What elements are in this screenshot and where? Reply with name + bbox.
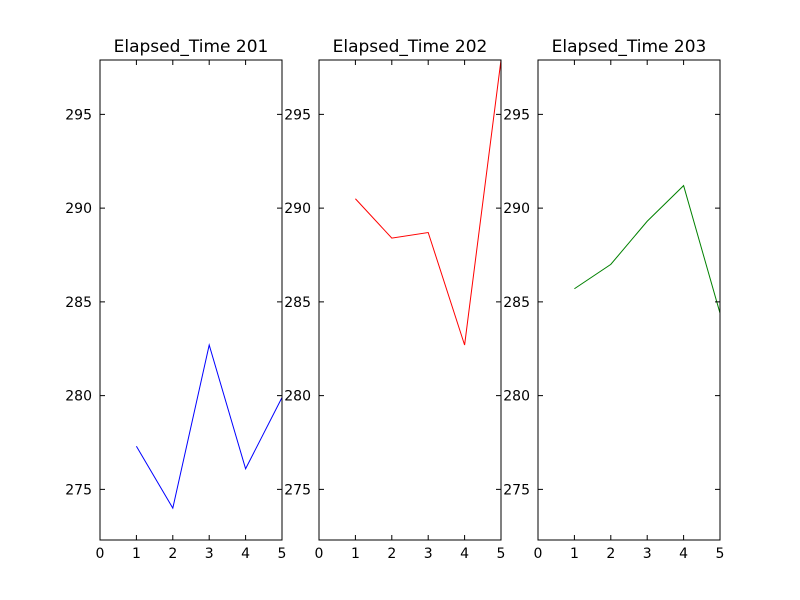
x-tick-label: 3 [205,546,214,562]
x-tick-label: 0 [96,546,105,562]
y-tick-label: 285 [284,295,311,311]
y-tick-label: 275 [284,482,311,498]
subplot-3: 0 1 2 3 4 5 275 280 285 290 295 Elapsed_Time 203 [503,37,724,562]
x-tick-label: 0 [534,546,543,562]
y-tick-label: 280 [284,389,311,405]
x-tick-label: 2 [606,546,615,562]
x-tick-label: 3 [643,546,652,562]
subplot-1: 0 1 2 3 4 5 275 280 285 290 295 Elapsed_Time 201 [65,37,286,562]
x-tick-label: 1 [570,546,579,562]
x-tick-label: 5 [716,546,725,562]
y-tick-label: 285 [65,295,92,311]
series-line-3-1 [574,184,720,314]
x-tick-label: 4 [460,546,469,562]
x-tick-label: 0 [315,546,324,562]
y-tick-label: 290 [284,201,311,217]
x-tick-label: 3 [424,546,433,562]
x-tick-label: 5 [278,546,287,562]
y-tick-label: 295 [284,107,311,123]
y-tick-label: 290 [65,201,92,217]
y-tick-label: 275 [503,482,530,498]
axes-frame [318,59,502,541]
y-tick-label: 275 [65,482,92,498]
x-tick-label: 2 [387,546,396,562]
y-tick-label: 285 [503,295,530,311]
subplot-title: Elapsed_Time 202 [333,37,488,57]
y-tick-label: 280 [503,389,530,405]
series-line-2-1 [355,60,501,346]
y-tick-label: 295 [65,107,92,123]
series-line-1-1 [135,343,282,510]
axes-frame [537,59,721,541]
x-tick-label: 4 [679,546,688,562]
y-tick-label: 290 [503,201,530,217]
x-tick-label: 1 [351,546,360,562]
y-tick-label: 280 [65,389,92,405]
x-tick-label: 5 [497,546,506,562]
axes-frame [99,59,283,541]
subplot-title: Elapsed_Time 201 [114,37,269,57]
subplot-title: Elapsed_Time 203 [552,37,707,57]
x-tick-label: 1 [132,546,141,562]
subplot-2: 0 1 2 3 4 5 275 280 285 290 295 Elapsed_Time 202 [284,37,505,562]
y-tick-label: 295 [503,107,530,123]
x-tick-label: 4 [241,546,250,562]
x-tick-label: 2 [168,546,177,562]
